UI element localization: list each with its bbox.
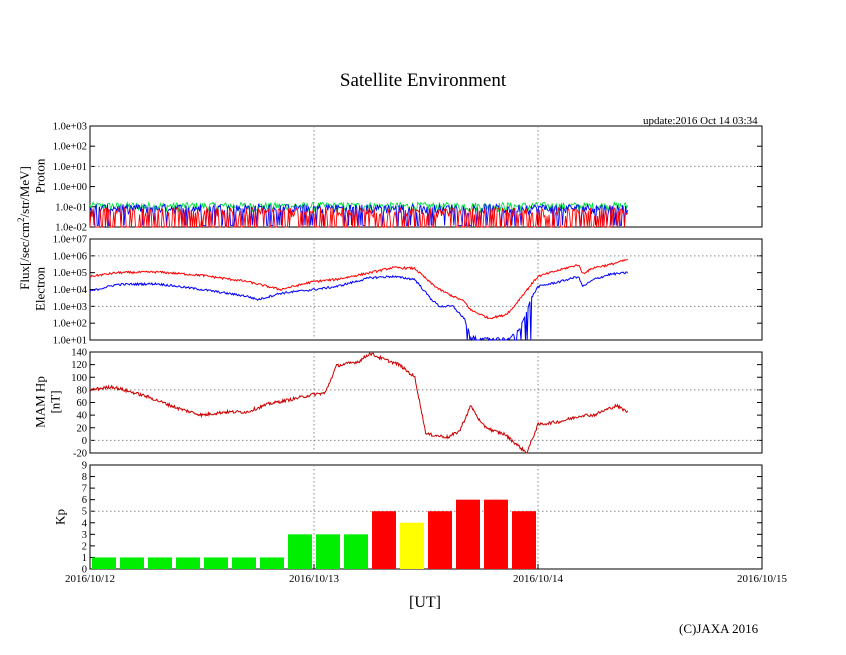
kp-bar bbox=[456, 499, 480, 569]
x-tick-label: 2016/10/14 bbox=[513, 573, 564, 585]
electron-series-red bbox=[89, 258, 628, 320]
kp-y-tick-label: 3 bbox=[82, 530, 87, 541]
kp-bar bbox=[288, 534, 312, 569]
electron-y-tick-label: 1.0e+07 bbox=[53, 235, 87, 246]
kp-bar bbox=[148, 557, 172, 569]
proton-y-tick-label: 1.0e+01 bbox=[53, 162, 87, 173]
mam-y-tick-label: 20 bbox=[77, 423, 88, 434]
kp-bar bbox=[372, 511, 396, 569]
proton-y-tick-label: 1.0e+00 bbox=[53, 182, 87, 193]
kp-bar bbox=[92, 557, 116, 569]
kp-bar bbox=[316, 534, 340, 569]
kp-y-tick-label: 8 bbox=[82, 472, 87, 483]
mam-y-tick-label: 100 bbox=[71, 373, 87, 384]
electron-y-tick-label: 1.0e+05 bbox=[53, 268, 87, 279]
x-axis-label: [UT] bbox=[409, 594, 441, 611]
kp-bar bbox=[484, 499, 508, 569]
proton-y-tick-label: 1.0e-01 bbox=[55, 202, 87, 213]
proton-y-tick-label: 1.0e+02 bbox=[53, 142, 87, 153]
x-tick-label: 2016/10/15 bbox=[737, 573, 788, 585]
kp-panel-label: Kp bbox=[52, 509, 68, 525]
kp-bar bbox=[512, 511, 536, 569]
update-timestamp: update:2016 Oct 14 03:34 bbox=[643, 115, 758, 127]
kp-y-tick-label: 6 bbox=[82, 495, 87, 506]
mam-y-tick-label: 60 bbox=[77, 398, 88, 409]
electron-y-tick-label: 1.0e+03 bbox=[53, 302, 87, 313]
kp-y-tick-label: 5 bbox=[82, 507, 87, 518]
electron-y-tick-label: 1.0e+06 bbox=[53, 251, 87, 262]
kp-bar bbox=[344, 534, 368, 569]
mam-y-tick-label: 80 bbox=[77, 385, 88, 396]
copyright: (C)JAXA 2016 bbox=[679, 621, 759, 636]
electron-y-tick-label: 1.0e+02 bbox=[53, 319, 87, 330]
kp-y-tick-label: 0 bbox=[82, 565, 87, 576]
panel-frame bbox=[89, 464, 763, 570]
kp-bar bbox=[400, 522, 424, 569]
mam-series-hp bbox=[89, 351, 629, 454]
proton-series-channel-1 bbox=[89, 200, 629, 214]
kp-bar bbox=[260, 557, 284, 569]
kp-bar bbox=[428, 511, 452, 569]
mam-y-tick-label: 140 bbox=[71, 348, 87, 359]
panel-frame bbox=[89, 351, 763, 454]
mam-panel-label: MAM Hp bbox=[32, 376, 48, 428]
chart-title: Satellite Environment bbox=[339, 70, 507, 91]
mam-y-tick-label: 40 bbox=[77, 411, 88, 422]
mam-y-tick-label: -20 bbox=[73, 449, 87, 460]
kp-y-tick-label: 9 bbox=[82, 461, 87, 472]
proton-series-channel-3 bbox=[89, 206, 628, 228]
x-tick-label: 2016/10/13 bbox=[289, 573, 340, 585]
mam-panel-unit: [nT] bbox=[47, 390, 63, 414]
proton-y-tick-label: 1.0e+03 bbox=[53, 122, 87, 133]
kp-y-tick-label: 2 bbox=[82, 541, 87, 552]
electron-panel-label: Electron bbox=[32, 266, 48, 312]
x-tick-label: 2016/10/12 bbox=[65, 573, 115, 585]
kp-y-tick-label: 4 bbox=[82, 518, 88, 529]
kp-bar bbox=[120, 557, 144, 569]
electron-y-tick-label: 1.0e+04 bbox=[53, 285, 88, 296]
proton-panel-label: Proton bbox=[32, 158, 48, 194]
flux-axis-label: Flux[/sec/cm2/str/MeV] bbox=[15, 166, 33, 290]
kp-bar bbox=[232, 557, 256, 569]
kp-y-tick-label: 7 bbox=[82, 484, 87, 495]
kp-bar bbox=[204, 557, 228, 569]
proton-y-tick-label: 1.0e-02 bbox=[55, 223, 87, 234]
mam-y-tick-label: 120 bbox=[71, 360, 87, 371]
kp-bar bbox=[176, 557, 200, 569]
mam-y-tick-label: 0 bbox=[82, 436, 87, 447]
electron-y-tick-label: 1.0e+01 bbox=[53, 336, 87, 347]
panel-frame bbox=[89, 238, 763, 341]
electron-series-blue bbox=[89, 271, 629, 342]
kp-y-tick-label: 1 bbox=[82, 553, 87, 564]
